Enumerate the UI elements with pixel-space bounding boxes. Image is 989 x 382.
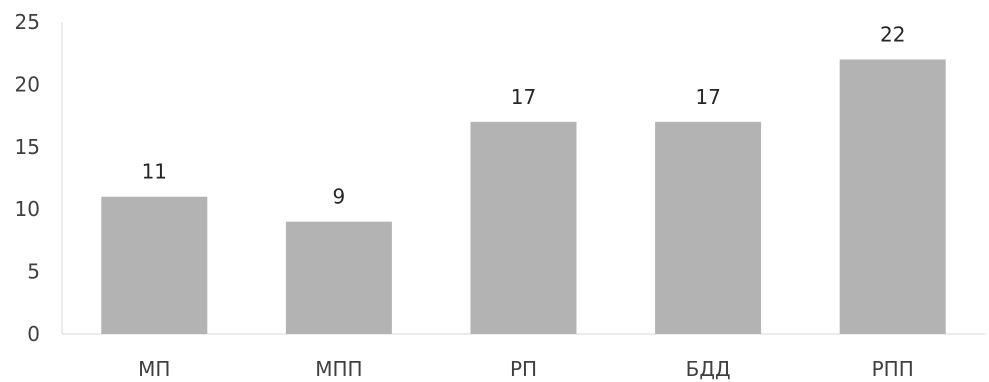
bar <box>655 121 762 334</box>
y-tick-label: 10 <box>15 197 40 221</box>
y-tick-label: 5 <box>27 260 40 284</box>
y-tick-label: 0 <box>27 322 40 346</box>
data-labels: 11 9 17 17 22 <box>142 22 906 208</box>
y-tick-label: 25 <box>15 10 40 34</box>
bars <box>101 59 946 334</box>
data-label: 17 <box>511 85 536 109</box>
category-label: БДД <box>686 357 731 381</box>
category-labels: МП МПП РП БДД РПП <box>138 357 914 381</box>
y-axis-ticks: 0 5 10 15 20 25 <box>15 10 40 346</box>
y-tick-label: 15 <box>15 135 40 159</box>
data-label: 22 <box>880 22 905 46</box>
bar <box>839 59 946 334</box>
category-label: РПП <box>872 357 914 381</box>
bar <box>101 196 208 334</box>
bar <box>470 121 577 334</box>
bar <box>285 221 392 334</box>
category-label: РП <box>510 357 537 381</box>
category-label: МП <box>138 357 170 381</box>
data-label: 11 <box>142 160 167 184</box>
y-tick-label: 20 <box>15 72 40 96</box>
data-label: 9 <box>333 185 346 209</box>
data-label: 17 <box>695 85 720 109</box>
category-label: МПП <box>315 357 362 381</box>
